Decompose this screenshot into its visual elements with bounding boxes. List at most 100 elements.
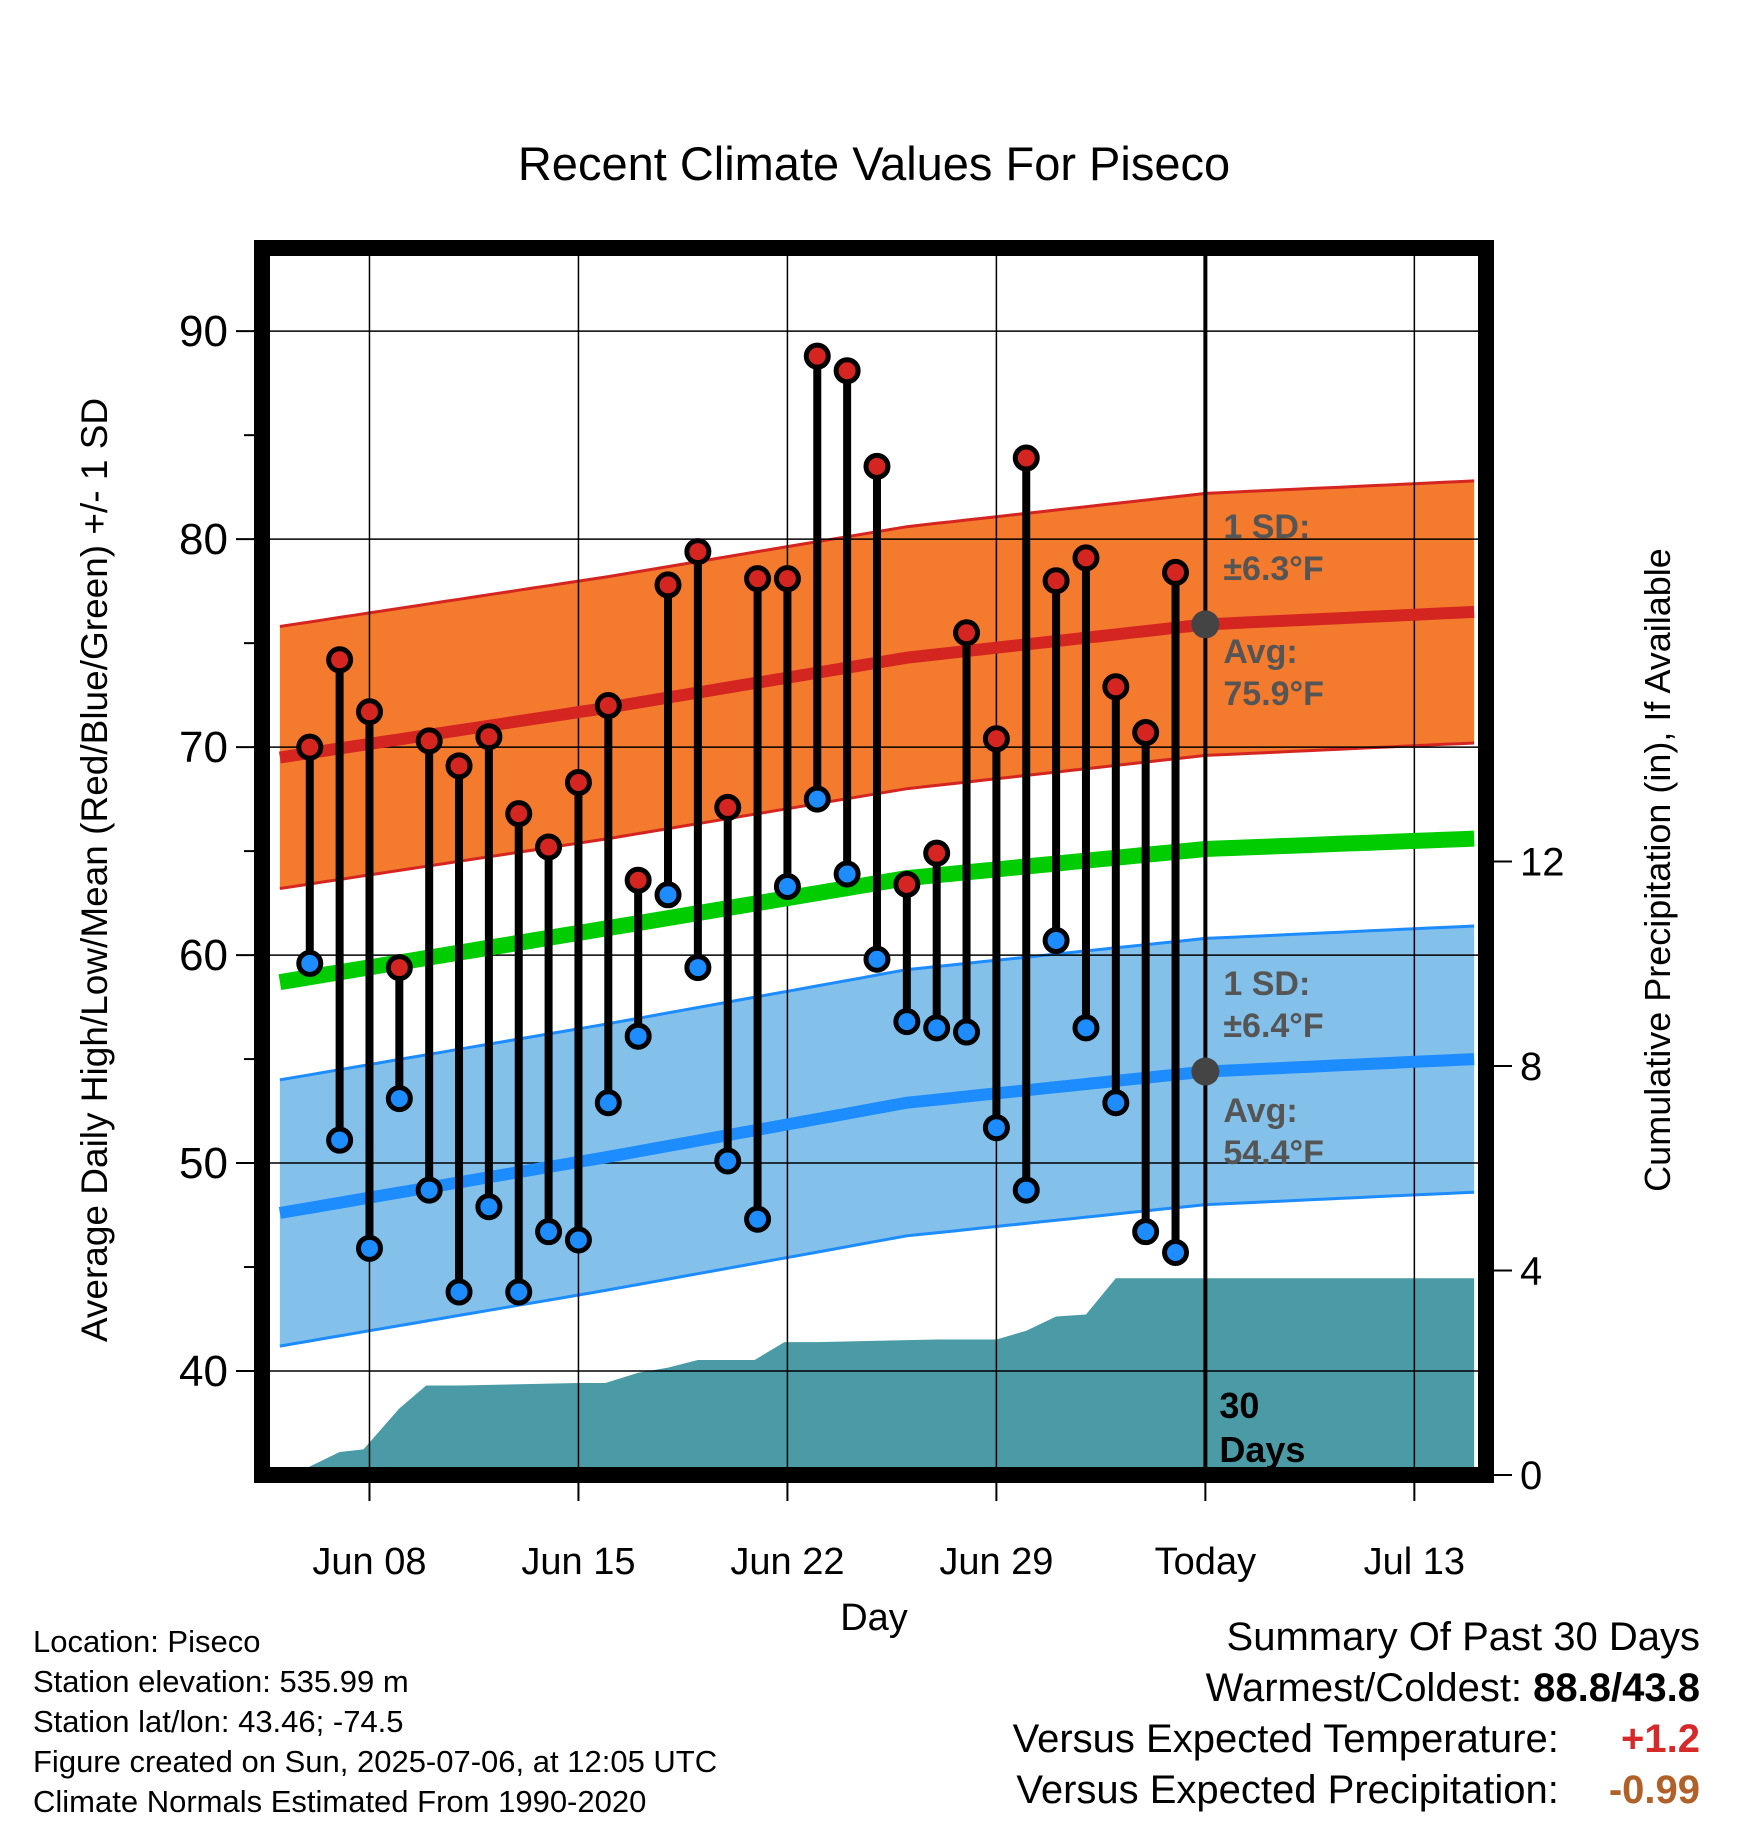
- low-sd-band-upper-edge: [279, 924, 1475, 1082]
- station-info: Location: Piseco Station elevation: 535.…: [33, 1622, 717, 1822]
- location-text: Location: Piseco: [33, 1624, 261, 1659]
- y2-tick-label: 0: [1520, 1454, 1542, 1498]
- chart-title: Recent Climate Values For Piseco: [518, 137, 1230, 190]
- temp-anomaly-label: Versus Expected Temperature:: [1012, 1717, 1559, 1761]
- daily-low-point: [863, 945, 891, 973]
- y2-tick-label: 12: [1520, 841, 1565, 885]
- daily-high-point: [355, 698, 383, 726]
- temp-anomaly-value: +1.2: [1621, 1717, 1700, 1761]
- daily-low-point: [923, 1014, 951, 1042]
- daily-high-point: [1072, 544, 1100, 572]
- daily-high-point: [445, 752, 473, 780]
- daily-low-point: [773, 872, 801, 900]
- daily-high-point: [505, 800, 533, 828]
- daily-low-point: [475, 1193, 503, 1221]
- daily-high-point: [385, 954, 413, 982]
- y-tick-label: 60: [179, 931, 228, 980]
- daily-low-point: [1132, 1218, 1160, 1246]
- low-sd-value: ±6.4°F: [1223, 1007, 1323, 1045]
- daily-high-point: [863, 452, 891, 480]
- daily-low-point: [684, 954, 712, 982]
- created-text: Figure created on Sun, 2025-07-06, at 12…: [33, 1744, 718, 1779]
- daily-low-point: [564, 1226, 592, 1254]
- temp-anomaly-row: Versus Expected Temperature: +1.2: [1013, 1714, 1700, 1765]
- avg-low-line: [278, 1053, 1475, 1219]
- today-avg-low-marker: [1191, 1057, 1220, 1086]
- daily-low-point: [1042, 927, 1070, 955]
- high-avg-label: Avg:: [1223, 633, 1297, 671]
- daily-high-point: [803, 342, 831, 370]
- y-tick-label: 90: [179, 307, 228, 356]
- warm-cold-row: Warmest/Coldest: 88.8/43.8: [1013, 1663, 1700, 1714]
- y-tick-label: 50: [179, 1139, 228, 1188]
- latlon-text: Station lat/lon: 43.46; -74.5: [33, 1704, 404, 1739]
- daily-high-point: [953, 619, 981, 647]
- low-avg-label: Avg:: [1223, 1092, 1297, 1130]
- y-tick-label: 80: [179, 515, 228, 564]
- daily-high-point: [833, 357, 861, 385]
- daily-high-point: [1042, 567, 1070, 595]
- plot-frame: [254, 240, 1494, 1483]
- daily-low-point: [594, 1089, 622, 1117]
- x-axis-label: Day: [840, 1597, 908, 1639]
- daily-low-point: [654, 881, 682, 909]
- y2-tick-label: 8: [1520, 1045, 1542, 1089]
- summary-title: Summary Of Past 30 Days: [1226, 1615, 1700, 1659]
- daily-low-point: [953, 1018, 981, 1046]
- daily-low-point: [326, 1126, 354, 1154]
- x-tick-label: Jun 29: [939, 1541, 1053, 1583]
- daily-high-point: [1102, 673, 1130, 701]
- daily-high-point: [594, 692, 622, 720]
- daily-low-point: [714, 1147, 742, 1175]
- daily-low-point: [1102, 1089, 1130, 1117]
- high-sd-value: ±6.3°F: [1223, 550, 1323, 588]
- low-sd-label: 1 SD:: [1223, 965, 1310, 1003]
- daily-high-point: [415, 727, 443, 755]
- daily-low-point: [893, 1008, 921, 1036]
- precip-anomaly-value: -0.99: [1608, 1768, 1700, 1812]
- precip-anomaly-row: Versus Expected Precipitation: -0.99: [1013, 1765, 1700, 1816]
- x-tick-label: Jul 13: [1364, 1541, 1465, 1583]
- low-avg-value: 54.4°F: [1223, 1134, 1324, 1172]
- today-days-label-text: Days: [1219, 1429, 1305, 1470]
- daily-high-point: [535, 833, 563, 861]
- summary-panel: Summary Of Past 30 Days Warmest/Coldest:…: [1013, 1612, 1700, 1816]
- daily-high-point: [1162, 558, 1190, 586]
- elevation-text: Station elevation: 535.99 m: [33, 1664, 409, 1699]
- daily-high-point: [326, 646, 354, 674]
- daily-low-point: [535, 1218, 563, 1246]
- y2-tick-label: 4: [1520, 1250, 1542, 1294]
- daily-high-point: [1132, 719, 1160, 747]
- daily-high-point: [744, 565, 772, 593]
- daily-high-point: [654, 571, 682, 599]
- low-sd-band-lower-edge: [279, 1190, 1475, 1348]
- x-tick-label: Jun 22: [730, 1541, 844, 1583]
- daily-low-point: [1072, 1014, 1100, 1042]
- daily-low-point: [803, 785, 831, 813]
- warm-cold-label: Warmest/Coldest:: [1205, 1666, 1523, 1710]
- today-avg-high-marker: [1191, 610, 1220, 639]
- daily-low-point: [385, 1085, 413, 1113]
- daily-low-point: [415, 1176, 443, 1204]
- today-days-label-number: 30: [1219, 1385, 1259, 1426]
- high-avg-value: 75.9°F: [1223, 675, 1324, 713]
- daily-low-point: [445, 1278, 473, 1306]
- daily-high-point: [684, 538, 712, 566]
- daily-high-point: [982, 725, 1010, 753]
- daily-high-point: [564, 768, 592, 796]
- warm-cold-value: 88.8/43.8: [1533, 1666, 1700, 1710]
- daily-low-point: [355, 1234, 383, 1262]
- daily-high-point: [923, 839, 951, 867]
- y-tick-label: 70: [179, 723, 228, 772]
- daily-low-point: [982, 1114, 1010, 1142]
- daily-high-point: [714, 793, 742, 821]
- daily-high-point: [624, 866, 652, 894]
- daily-low-point: [505, 1278, 533, 1306]
- high-sd-label: 1 SD:: [1223, 508, 1310, 546]
- daily-low-point: [296, 949, 324, 977]
- daily-high-point: [773, 565, 801, 593]
- plot-area: 1 SD: ±6.3°F Avg: 75.9°F 1 SD: ±6.4°F Avg: 54.4…: [179, 240, 1565, 1583]
- daily-low-point: [744, 1205, 772, 1233]
- x-tick-label: Today: [1155, 1541, 1256, 1583]
